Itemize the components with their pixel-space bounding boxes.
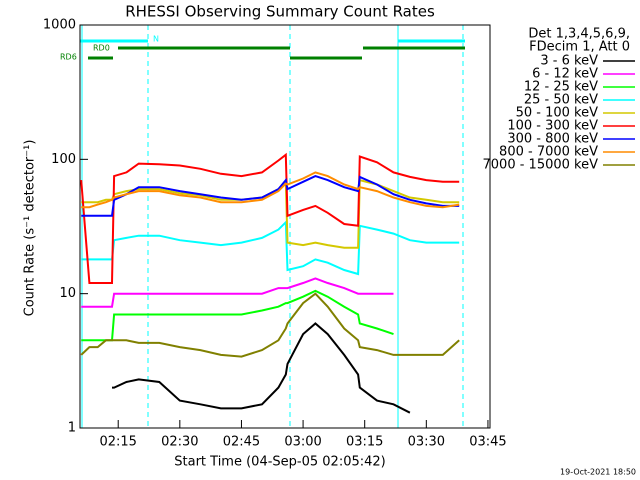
y-tick-label: 100 [51,152,76,167]
legend-label: 7000 - 15000 keV [483,158,599,173]
legend-label: 3 - 6 keV [540,54,598,69]
x-tick-label: 02:15 [99,435,136,450]
y-axis-label: Count Rate (s⁻¹ detector⁻¹) [23,140,38,317]
series-line [81,277,394,308]
legend-header: Det 1,3,4,5,6,9, [528,27,630,42]
annotation: N [153,35,159,44]
x-tick-label: 03:00 [284,435,321,450]
series-line [81,175,460,217]
legend-label: 800 - 7000 keV [499,145,598,160]
legend-header: FDecim 1, Att 0 [529,40,630,55]
series-line [80,292,460,358]
y-tick-label: 1000 [43,18,76,33]
x-tick-label: 02:30 [161,435,198,450]
series-line [112,322,411,414]
legend-label: 12 - 25 keV [524,80,598,95]
y-tick-label: 1 [68,421,76,436]
x-tick-label: 03:30 [408,435,445,450]
x-axis-label: Start Time (04-Sep-05 02:05:42) [174,455,385,470]
chart-title: RHESSI Observing Summary Count Rates [125,3,435,21]
annotation: RD6 [60,53,77,62]
y-tick-label: 10 [59,286,76,301]
footer: 19-Oct-2021 18:50 [560,468,636,477]
legend-label: 300 - 800 keV [507,132,598,147]
legend-label: 6 - 12 keV [532,67,598,82]
legend-label: 50 - 100 keV [516,106,599,121]
x-tick-label: 03:15 [346,435,383,450]
series-line [81,171,460,209]
legend-label: 25 - 50 keV [524,93,598,108]
plot-frame [79,24,491,429]
legend-label: 100 - 300 keV [507,119,598,134]
annotation: RD0 [93,44,110,53]
x-tick-label: 03:45 [469,435,506,450]
x-tick-label: 02:45 [223,435,260,450]
